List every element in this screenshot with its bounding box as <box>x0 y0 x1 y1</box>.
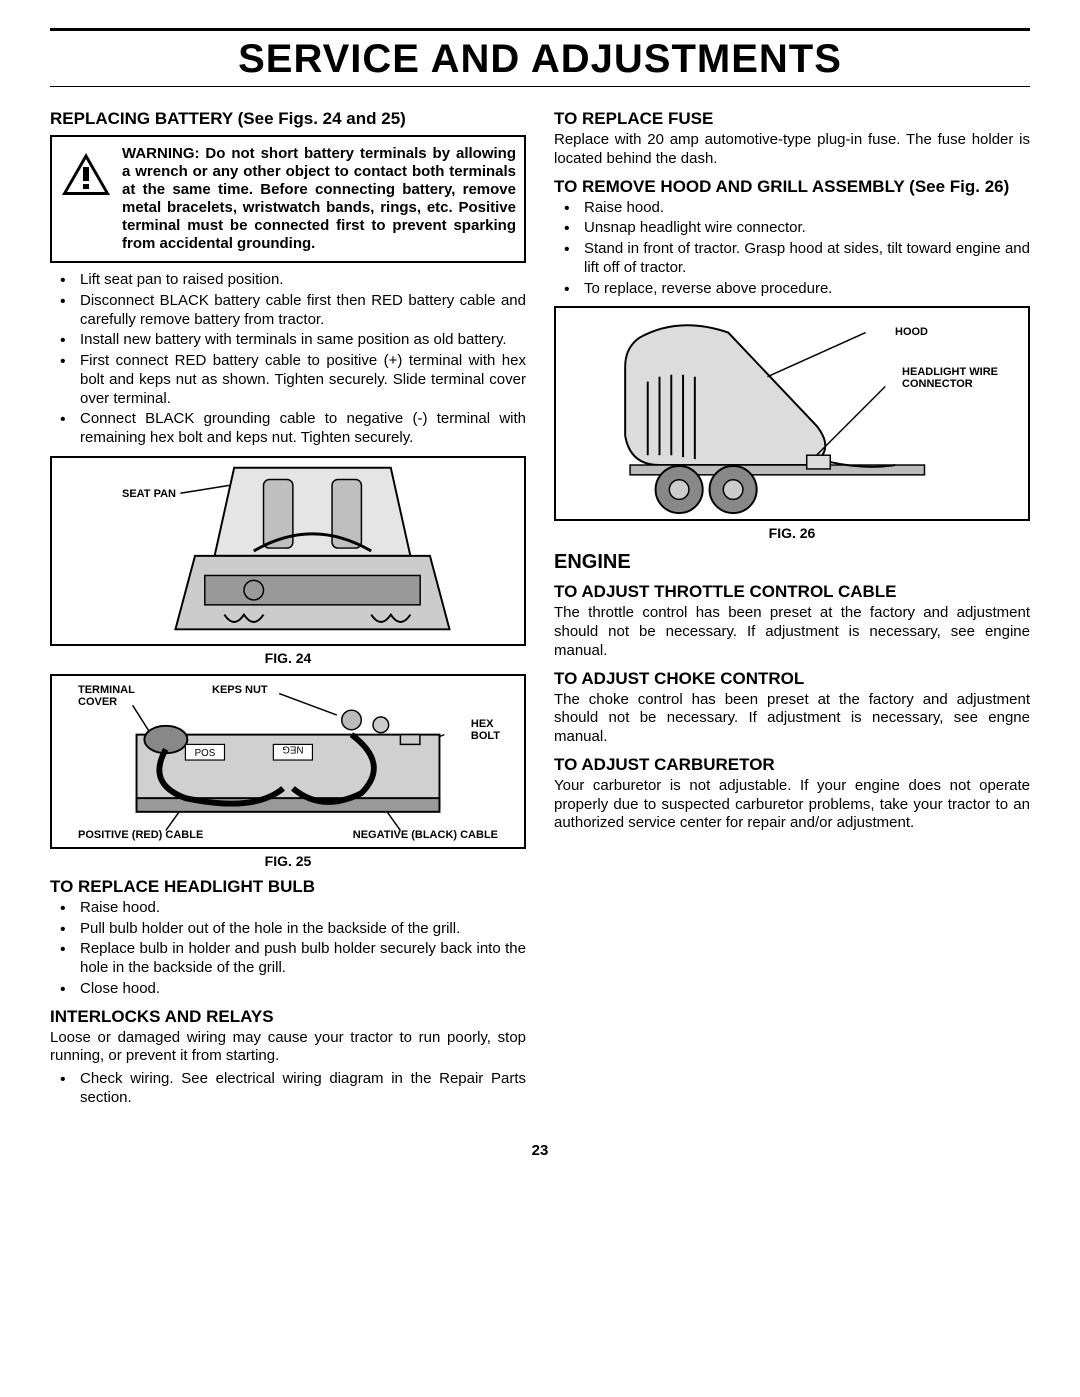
label-terminal-cover: TERMINAL COVER <box>78 684 135 708</box>
carb-body: Your carburetor is not adjustable. If yo… <box>554 777 1030 833</box>
list-item: Stand in front of tractor. Grasp hood at… <box>554 240 1030 278</box>
list-item: Pull bulb holder out of the hole in the … <box>50 920 526 939</box>
heading-fuse: TO REPLACE FUSE <box>554 109 1030 129</box>
page-title: Service And Adjustments <box>50 37 1030 82</box>
heading-throttle: TO ADJUST THROTTLE CONTROL CABLE <box>554 582 1030 602</box>
interlocks-body: Loose or damaged wiring may cause your t… <box>50 1029 526 1067</box>
fig24-caption: FIG. 24 <box>50 650 526 666</box>
page-number: 23 <box>50 1142 1030 1159</box>
fig26-illustration <box>556 308 1028 519</box>
throttle-body: The throttle control has been preset at … <box>554 604 1030 660</box>
warning-icon <box>60 151 112 202</box>
fuse-body: Replace with 20 amp automotive-type plug… <box>554 131 1030 169</box>
list-item: Unsnap headlight wire connector. <box>554 219 1030 238</box>
label-positive-cable: POSITIVE (RED) CABLE <box>78 829 203 841</box>
figure-25: TERMINAL COVER KEPS NUT HEX BOLT POSITIV… <box>50 674 526 849</box>
list-item: Check wiring. See electrical wiring diag… <box>50 1070 526 1108</box>
svg-text:POS: POS <box>195 748 216 759</box>
list-item: Raise hood. <box>50 899 526 918</box>
choke-body: The choke control has been preset at the… <box>554 691 1030 747</box>
label-hex-bolt: HEX BOLT <box>471 718 500 742</box>
rule-top <box>50 28 1030 31</box>
figure-24: SEAT PAN <box>50 456 526 646</box>
hood-steps: Raise hood. Unsnap headlight wire connec… <box>554 199 1030 299</box>
label-seat-pan: SEAT PAN <box>122 488 176 500</box>
label-headlight-wire: HEADLIGHT WIRE CONNECTOR <box>902 366 998 390</box>
list-item: Close hood. <box>50 980 526 999</box>
headlight-steps: Raise hood. Pull bulb holder out of the … <box>50 899 526 999</box>
list-item: First connect RED battery cable to posit… <box>50 352 526 408</box>
list-item: Replace bulb in holder and push bulb hol… <box>50 940 526 978</box>
label-hood: HOOD <box>895 326 928 338</box>
heading-choke: TO ADJUST CHOKE CONTROL <box>554 669 1030 689</box>
fig25-caption: FIG. 25 <box>50 853 526 869</box>
battery-steps: Lift seat pan to raised position. Discon… <box>50 271 526 448</box>
heading-replacing-battery: REPLACING BATTERY (See Figs. 24 and 25) <box>50 109 526 129</box>
list-item: Install new battery with terminals in sa… <box>50 331 526 350</box>
figure-26: HOOD HEADLIGHT WIRE CONNECTOR <box>554 306 1030 521</box>
heading-headlight: TO REPLACE HEADLIGHT BULB <box>50 877 526 897</box>
list-item: Disconnect BLACK battery cable first the… <box>50 292 526 330</box>
left-column: REPLACING BATTERY (See Figs. 24 and 25) … <box>50 101 526 1112</box>
content-columns: REPLACING BATTERY (See Figs. 24 and 25) … <box>50 101 1030 1112</box>
warning-box: WARNING: Do not short battery terminals … <box>50 135 526 263</box>
list-item: Connect BLACK grounding cable to negativ… <box>50 410 526 448</box>
heading-carburetor: TO ADJUST CARBURETOR <box>554 755 1030 775</box>
page: Service And Adjustments REPLACING BATTER… <box>50 28 1030 1159</box>
rule-bottom <box>50 86 1030 87</box>
heading-engine: Engine <box>554 551 1030 574</box>
svg-text:NEG: NEG <box>282 743 303 754</box>
label-keps-nut: KEPS NUT <box>212 684 268 696</box>
list-item: Raise hood. <box>554 199 1030 218</box>
label-negative-cable: NEGATIVE (BLACK) CABLE <box>353 829 498 841</box>
fig26-caption: FIG. 26 <box>554 525 1030 541</box>
heading-interlocks: INTERLOCKS AND RELAYS <box>50 1007 526 1027</box>
warning-text: WARNING: Do not short battery terminals … <box>122 145 516 253</box>
list-item: Lift seat pan to raised position. <box>50 271 526 290</box>
heading-hood: TO REMOVE HOOD AND GRILL ASSEMBLY (See F… <box>554 177 1030 197</box>
interlocks-steps: Check wiring. See electrical wiring diag… <box>50 1070 526 1108</box>
right-column: TO REPLACE FUSE Replace with 20 amp auto… <box>554 101 1030 1112</box>
list-item: To replace, reverse above procedure. <box>554 280 1030 299</box>
fig24-illustration <box>52 458 524 644</box>
